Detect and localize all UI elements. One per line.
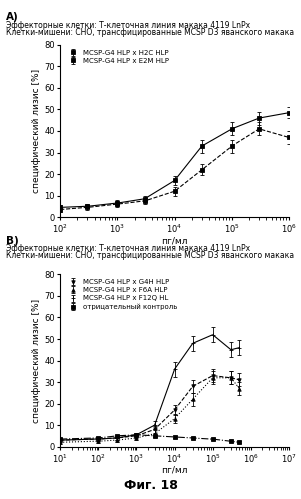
X-axis label: пг/мл: пг/мл [161, 466, 188, 475]
Legend: MCSP-G4 HLP x G4H HLP, MCSP-G4 HLP x F6A HLP, MCSP-G4 HLP x F12Q HL, отрицательн: MCSP-G4 HLP x G4H HLP, MCSP-G4 HLP x F6A… [64, 278, 179, 311]
Legend: MCSP-G4 HLP x H2C HLP, MCSP-G4 HLP x E2M HLP: MCSP-G4 HLP x H2C HLP, MCSP-G4 HLP x E2M… [64, 48, 170, 65]
Text: A): A) [6, 12, 19, 22]
Text: Эффекторные клетки: Т-клеточная линия макака 4119 LnPx: Эффекторные клетки: Т-клеточная линия ма… [6, 244, 250, 253]
Y-axis label: специфический лизис [%]: специфический лизис [%] [32, 298, 41, 423]
Text: Клетки-мишени: CHO, трансфицированные MCSP D3 яванского макака: Клетки-мишени: CHO, трансфицированные MC… [6, 28, 294, 37]
Text: Фиг. 18: Фиг. 18 [124, 479, 177, 492]
Text: Эффекторные клетки: Т-клеточная линия макака 4119 LnPx: Эффекторные клетки: Т-клеточная линия ма… [6, 21, 250, 30]
Text: Клетки-мишени: CHO, трансфицированные MCSP D3 яванского макака: Клетки-мишени: CHO, трансфицированные MC… [6, 251, 294, 260]
Text: B): B) [6, 236, 19, 246]
X-axis label: пг/мл: пг/мл [161, 237, 188, 246]
Y-axis label: специфический лизис [%]: специфический лизис [%] [32, 69, 41, 193]
